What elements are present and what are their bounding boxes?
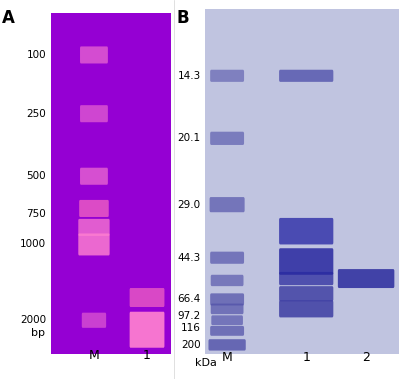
FancyBboxPatch shape: [338, 269, 394, 288]
FancyBboxPatch shape: [279, 300, 333, 318]
Text: 1000: 1000: [20, 240, 46, 249]
Text: 20.1: 20.1: [178, 133, 201, 143]
Text: 116: 116: [181, 323, 201, 333]
Text: 2000: 2000: [20, 315, 46, 325]
Text: 14.3: 14.3: [178, 71, 201, 81]
Bar: [204, 9, 399, 354]
FancyBboxPatch shape: [79, 200, 109, 217]
Text: A: A: [2, 9, 15, 27]
FancyBboxPatch shape: [80, 105, 108, 122]
Text: bp: bp: [31, 328, 45, 338]
FancyBboxPatch shape: [78, 233, 110, 255]
Text: 1: 1: [302, 351, 310, 364]
FancyBboxPatch shape: [211, 315, 243, 325]
FancyBboxPatch shape: [210, 70, 244, 82]
Text: 100: 100: [26, 50, 46, 60]
FancyBboxPatch shape: [211, 304, 244, 314]
Text: 66.4: 66.4: [178, 294, 201, 304]
Bar: [51, 13, 171, 354]
FancyBboxPatch shape: [279, 248, 333, 275]
Text: M: M: [88, 349, 99, 362]
FancyBboxPatch shape: [210, 293, 244, 305]
FancyBboxPatch shape: [78, 219, 110, 236]
Text: 200: 200: [181, 340, 201, 350]
FancyBboxPatch shape: [279, 286, 333, 301]
Text: 1: 1: [143, 349, 151, 362]
FancyBboxPatch shape: [130, 312, 164, 348]
FancyBboxPatch shape: [80, 46, 108, 64]
FancyBboxPatch shape: [208, 339, 246, 351]
Text: 500: 500: [26, 171, 46, 181]
FancyBboxPatch shape: [279, 70, 333, 82]
FancyBboxPatch shape: [80, 168, 108, 185]
FancyBboxPatch shape: [279, 272, 333, 285]
FancyBboxPatch shape: [279, 218, 333, 244]
FancyBboxPatch shape: [82, 313, 106, 328]
Text: 97.2: 97.2: [178, 312, 201, 321]
FancyBboxPatch shape: [211, 275, 244, 286]
Text: M: M: [222, 351, 232, 364]
Text: 250: 250: [26, 109, 46, 119]
Text: 750: 750: [26, 209, 46, 219]
Text: kDa: kDa: [196, 358, 217, 368]
Text: 2: 2: [362, 351, 370, 364]
FancyBboxPatch shape: [130, 288, 164, 307]
Text: 44.3: 44.3: [178, 253, 201, 263]
FancyBboxPatch shape: [210, 197, 245, 212]
FancyBboxPatch shape: [210, 252, 244, 264]
Text: B: B: [176, 9, 189, 27]
Text: 29.0: 29.0: [178, 200, 201, 210]
FancyBboxPatch shape: [210, 132, 244, 145]
FancyBboxPatch shape: [210, 326, 244, 336]
